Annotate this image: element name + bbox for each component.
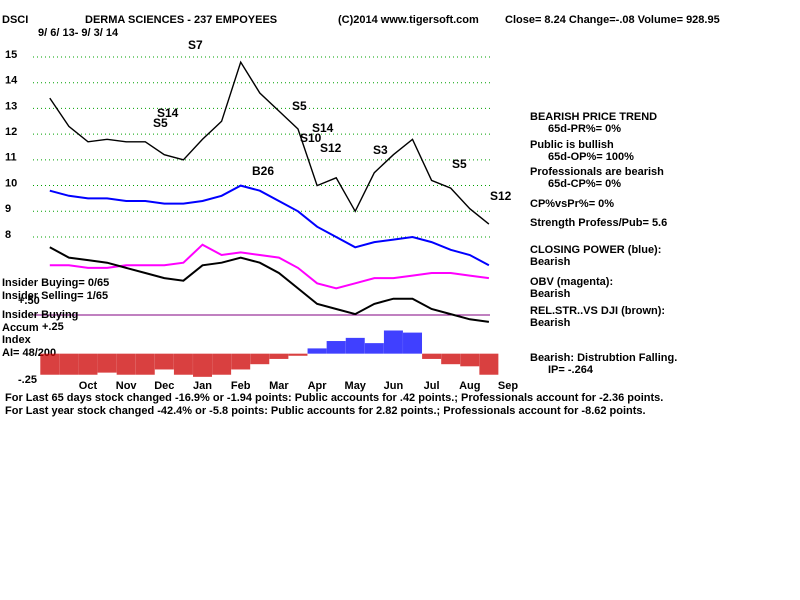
y-tick-label: 14 xyxy=(5,75,18,87)
annotation: CP%vsPr%= 0% xyxy=(530,198,614,210)
annotation: Insider Buying xyxy=(2,309,78,321)
bar xyxy=(345,337,365,354)
y-tick-label: 8 xyxy=(5,229,11,241)
chart-title: DERMA SCIENCES - 237 EMPOYEES xyxy=(85,14,277,26)
x-tick-label: Nov xyxy=(116,380,138,392)
signal-label: B26 xyxy=(252,164,274,178)
y-tick-label: 11 xyxy=(5,152,17,164)
bar xyxy=(40,353,60,375)
bar xyxy=(441,353,461,365)
bar xyxy=(231,353,251,370)
signal-label: S3 xyxy=(373,143,388,157)
signal-label: S7 xyxy=(188,38,203,52)
annotation: Insider Selling= 1/65 xyxy=(2,290,108,302)
series-line xyxy=(49,184,490,267)
bar xyxy=(59,353,79,375)
bar xyxy=(288,353,308,356)
series-line xyxy=(49,60,490,225)
legend-label: REL.STR..VS DJI (brown): xyxy=(530,305,665,317)
x-tick-label: Sep xyxy=(498,380,518,392)
bar xyxy=(269,353,289,359)
annotation: Index xyxy=(2,334,32,346)
y-tick-label: 12 xyxy=(5,126,17,138)
annotation: 65d-OP%= 100% xyxy=(548,151,634,163)
x-tick-label: Mar xyxy=(269,380,289,392)
bar xyxy=(307,348,327,354)
annotation: Accum xyxy=(2,322,39,334)
y-tick-label: 10 xyxy=(5,177,17,189)
y-tick-label: +.50 xyxy=(18,295,40,307)
date-range: 9/ 6/ 13- 9/ 3/ 14 xyxy=(38,27,119,39)
annotation: 65d-PR%= 0% xyxy=(548,123,621,135)
annotation: Professionals are bearish xyxy=(530,166,664,178)
y-tick-label: 13 xyxy=(5,100,17,112)
x-tick-label: Feb xyxy=(231,380,251,392)
annotation: Bearish: Distrubtion Falling. xyxy=(530,352,677,364)
annotation: Bearish xyxy=(530,256,571,268)
annotation: Bearish xyxy=(530,317,571,329)
x-tick-label: Jan xyxy=(193,380,212,392)
annotation: Insider Buying= 0/65 xyxy=(2,277,109,289)
annotation: BEARISH PRICE TREND xyxy=(530,111,657,123)
signal-label: S10 xyxy=(300,131,322,145)
y-tick-label: +.25 xyxy=(42,321,64,333)
signal-label: S12 xyxy=(320,141,342,155)
bar xyxy=(212,353,232,375)
bar xyxy=(364,343,384,354)
bar xyxy=(97,353,117,373)
series-line xyxy=(49,246,490,323)
bar xyxy=(403,332,423,354)
bar xyxy=(154,353,174,370)
bar xyxy=(78,353,98,375)
legend-label: CLOSING POWER (blue): xyxy=(530,244,661,256)
x-tick-label: Aug xyxy=(459,380,480,392)
series-line xyxy=(49,243,490,290)
annotation: (C)2014 www.tigersoft.com xyxy=(338,14,479,26)
annotation: DSCI xyxy=(2,14,28,26)
signal-label: S5 xyxy=(153,116,168,130)
annotation: Strength Profess/Pub= 5.6 xyxy=(530,217,667,229)
signal-label: S14 xyxy=(312,121,334,135)
signal-label: S5 xyxy=(452,157,467,171)
annotation: Bearish xyxy=(530,288,571,300)
signal-label: S5 xyxy=(292,99,307,113)
annotation: For Last 65 days stock changed -16.9% or… xyxy=(5,392,663,404)
annotation: Public is bullish xyxy=(530,139,614,151)
y-tick-label: 9 xyxy=(5,203,11,215)
bar xyxy=(135,353,155,375)
x-tick-label: Oct xyxy=(79,380,98,392)
annotation: IP= -.264 xyxy=(548,364,594,376)
bar xyxy=(250,353,270,365)
annotation: 65d-CP%= 0% xyxy=(548,178,621,190)
x-tick-label: Jun xyxy=(384,380,404,392)
x-tick-label: Dec xyxy=(154,380,174,392)
x-tick-label: Jul xyxy=(424,380,440,392)
signal-label: S14 xyxy=(157,106,179,120)
bar xyxy=(479,353,499,375)
bar xyxy=(383,330,403,354)
y-tick-label: 15 xyxy=(5,49,17,61)
annotation: Close= 8.24 Change=-.08 Volume= 928.95 xyxy=(505,14,720,26)
x-tick-label: Apr xyxy=(308,380,328,392)
y-tick-label: -.25 xyxy=(18,374,37,386)
bar xyxy=(116,353,136,375)
signal-label: S12 xyxy=(490,189,512,203)
bar xyxy=(193,353,213,377)
bar xyxy=(326,341,346,354)
bar xyxy=(460,353,480,367)
bar xyxy=(173,353,193,375)
bar xyxy=(422,353,442,359)
annotation: For Last year stock changed -42.4% or -5… xyxy=(5,405,646,417)
x-tick-label: May xyxy=(345,380,367,392)
legend-label: OBV (magenta): xyxy=(530,276,613,288)
